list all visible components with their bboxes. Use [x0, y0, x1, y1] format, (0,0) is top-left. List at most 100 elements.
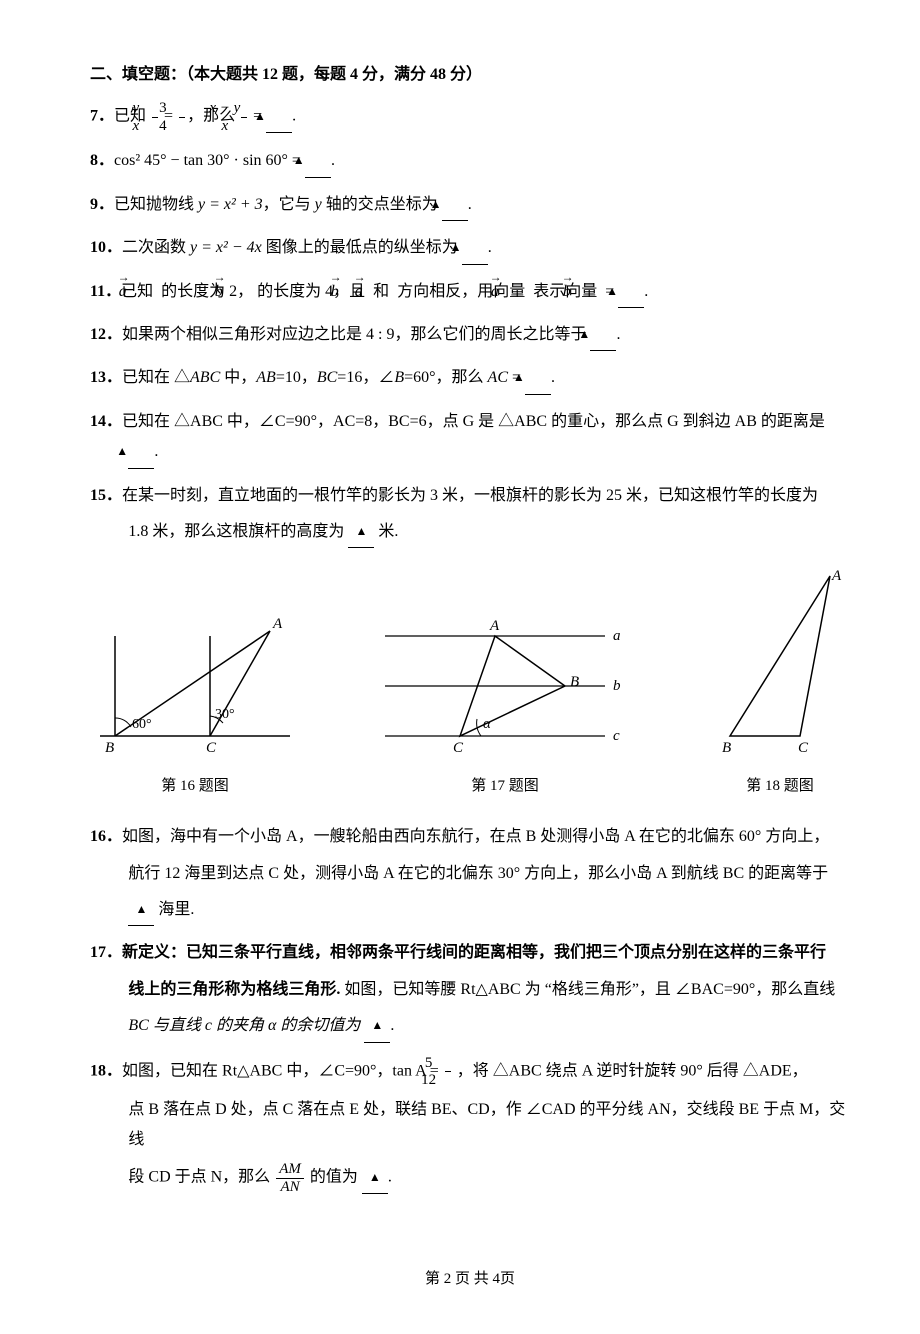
question-16-c3: 海里.	[90, 895, 850, 926]
f18-B: B	[722, 740, 731, 756]
q9-post: 轴的交点坐标为	[322, 196, 442, 213]
question-18-c2: 点 B 落在点 D 处，点 C 落在点 E 处，联结 BE、CD，作 ∠CAD …	[90, 1095, 850, 1156]
q17-lead: 新定义：已知三条平行直线，相邻两条平行线间的距离相等，我们把三个顶点分别在这样的…	[122, 944, 826, 961]
q17-blank	[364, 1011, 390, 1042]
q8-end: .	[331, 152, 335, 169]
q16-num: 16．	[90, 828, 122, 845]
f16-A: A	[272, 616, 283, 632]
frac-AM-AN: AMAN	[276, 1161, 304, 1195]
q15-num: 15．	[90, 487, 122, 504]
q18-l2: 点 B 落在点 D 处，点 C 落在点 E 处，联结 BE、CD，作 ∠CAD …	[128, 1101, 845, 1148]
q9-num: 9．	[90, 196, 114, 213]
q18-blank	[362, 1163, 388, 1194]
question-17: 17．新定义：已知三条平行直线，相邻两条平行线间的距离相等，我们把三个顶点分别在…	[90, 938, 850, 968]
q18-l1a: 如图，已知在 Rt△ABC 中，∠C=90°，tan A =	[122, 1062, 443, 1079]
question-14: 14．已知在 △ABC 中，∠C=90°，AC=8，BC=6，点 G 是 △AB…	[90, 407, 850, 469]
q8-blank	[305, 146, 331, 177]
q13-abc: ABC	[190, 369, 220, 386]
f17-a: a	[613, 628, 621, 644]
q18-num: 18．	[90, 1062, 122, 1079]
q11-m2: 的长度为 4，且	[253, 283, 369, 300]
frac-3-4: 34	[179, 100, 185, 134]
q11-blank	[618, 277, 644, 308]
figure-18-caption: 第 18 题图	[710, 772, 850, 801]
q13-bc: BC	[317, 369, 337, 386]
q16-l1: 如图，海中有一个小岛 A，一艘轮船由西向东航行，在点 B 处测得小岛 A 在它的…	[122, 828, 829, 845]
f17-alpha: α	[483, 716, 492, 732]
figure-17-svg: A B C a b c α	[375, 606, 635, 756]
question-10: 10．二次函数 y = x² − 4x 图像上的最低点的纵坐标为 .	[90, 233, 850, 264]
question-9: 9．已知抛物线 y = x² + 3，它与 y 轴的交点坐标为 .	[90, 190, 850, 221]
question-13: 13．已知在 △ABC 中，AB=10，BC=16，∠B=60°，那么 AC =…	[90, 363, 850, 394]
section-title: 二、填空题：（本大题共 12 题，每题 4 分，满分 48 分）	[90, 60, 850, 90]
q16-l3: 海里.	[154, 901, 194, 918]
q10-num: 10．	[90, 239, 122, 256]
q10-end: .	[488, 239, 492, 256]
q13-e3: =60°，那么	[404, 369, 487, 386]
q13-e2: =16，∠	[337, 369, 394, 386]
figure-16-caption: 第 16 题图	[90, 772, 300, 801]
frac-xminusy-x: x − yx	[241, 100, 247, 134]
question-11: 11．已知 a 的长度为 2，b 的长度为 4，且 b 和 a 方向相反，用向量…	[90, 277, 850, 308]
q16-l2: 航行 12 海里到达点 C 处，测得小岛 A 在它的北偏东 30° 方向上，那么…	[128, 865, 828, 882]
q18-l3a: 段 CD 于点 N，那么	[128, 1169, 274, 1186]
q13-e1: =10，	[276, 369, 317, 386]
q8-pre: cos² 45° − tan 30° · sin 60° =	[114, 152, 305, 169]
q15-blank	[348, 517, 374, 548]
figure-16-svg: 60° 30° A B C	[90, 606, 300, 756]
q11-m1: 的长度为 2，	[157, 283, 253, 300]
f17-b: b	[613, 678, 621, 694]
q10-eq: y = x² − 4x	[190, 239, 262, 256]
f16-angle2: 30°	[215, 707, 235, 722]
figure-16: 60° 30° A B C 第 16 题图	[90, 606, 300, 800]
q13-num: 13．	[90, 369, 122, 386]
question-17-c3: BC 与直线 c 的夹角 α 的余切值为 .	[90, 1011, 850, 1042]
q17-l3pre: BC 与直线 c 的夹角 α 的余切值为	[128, 1017, 364, 1034]
q15-l2a: 1.8 米，那么这根旗杆的高度为	[128, 523, 348, 540]
q7-num: 7．	[90, 108, 114, 125]
figures-row: 60° 30° A B C 第 16 题图 A B C a b c α 第 17…	[90, 566, 850, 800]
q9-pre: 已知抛物线	[114, 196, 198, 213]
figure-17: A B C a b c α 第 17 题图	[375, 606, 635, 800]
frac-y-x: yx	[152, 100, 158, 134]
f17-B: B	[570, 674, 579, 690]
q8-num: 8．	[90, 152, 114, 169]
q11-m4: 方向相反，用向量	[393, 283, 529, 300]
f17-C: C	[453, 740, 464, 756]
question-8: 8．cos² 45° − tan 30° · sin 60° = .	[90, 146, 850, 177]
q12-end: .	[616, 326, 620, 343]
q9-blank	[442, 190, 468, 221]
f16-C: C	[206, 740, 217, 756]
q7-blank	[266, 102, 292, 133]
frac-5-12: 512	[445, 1055, 451, 1089]
q9-end: .	[468, 196, 472, 213]
q18-l1b: ，将 △ABC 绕点 A 逆时针旋转 90° 后得 △ADE，	[453, 1062, 808, 1079]
q14-end: .	[154, 443, 158, 460]
q13-end: .	[551, 369, 555, 386]
q14-text: 已知在 △ABC 中，∠C=90°，AC=8，BC=6，点 G 是 △ABC 的…	[122, 413, 825, 430]
q15-l2b: 米.	[374, 523, 398, 540]
q9-var: y	[315, 196, 322, 213]
q13-ab: AB	[256, 369, 276, 386]
q13-mid: 中，	[220, 369, 256, 386]
question-15: 15．在某一时刻，直立地面的一根竹竿的影长为 3 米，一根旗杆的影长为 25 米…	[90, 481, 850, 511]
q11-num: 11．	[90, 283, 121, 300]
q13-b: B	[394, 369, 404, 386]
question-7: 7．已知 yx = 34，那么 x − yx = .	[90, 100, 850, 134]
f18-C: C	[798, 740, 809, 756]
q12-blank	[590, 320, 616, 351]
question-18-c3: 段 CD 于点 N，那么 AMAN 的值为 .	[90, 1161, 850, 1195]
q14-num: 14．	[90, 413, 122, 430]
question-17-c2: 线上的三角形称为格线三角形. 如图，已知等腰 Rt△ABC 为 “格线三角形”，…	[90, 975, 850, 1005]
q18-end: .	[388, 1169, 392, 1186]
q12-text: 如果两个相似三角形对应边之比是 4 : 9，那么它们的周长之比等于	[122, 326, 590, 343]
f16-B: B	[105, 740, 114, 756]
q10-pre: 二次函数	[122, 239, 190, 256]
question-16: 16．如图，海中有一个小岛 A，一艘轮船由西向东航行，在点 B 处测得小岛 A …	[90, 822, 850, 852]
figure-18-svg: A B C	[710, 566, 850, 756]
q12-num: 12．	[90, 326, 122, 343]
f17-A: A	[489, 618, 500, 634]
figure-17-caption: 第 17 题图	[375, 772, 635, 801]
q11-end: .	[644, 283, 648, 300]
q9-eq: y = x² + 3	[198, 196, 263, 213]
